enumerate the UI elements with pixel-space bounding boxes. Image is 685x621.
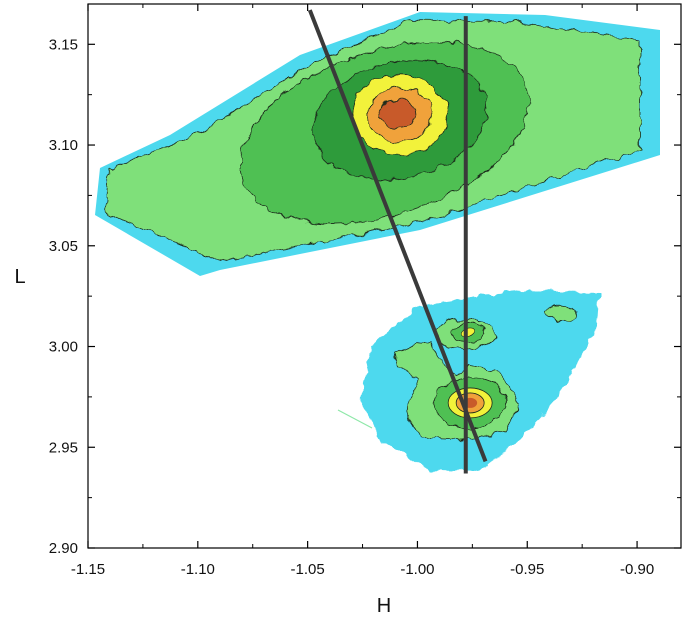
- lower-streak: [337, 409, 373, 429]
- x-tick-label: -1.10: [181, 561, 215, 578]
- x-tick-label: -0.90: [620, 561, 654, 578]
- lower-contour-group: [360, 290, 600, 472]
- y-tick-label: 2.95: [49, 439, 78, 456]
- x-tick-label: -1.00: [400, 561, 434, 578]
- scan-line-diagonal: [307, 9, 488, 463]
- scan-lines: [307, 9, 488, 474]
- axes: -1.15 -1.10 -1.05 -1.00 -0.95 -0.90 2.90 2.95 3.…: [49, 4, 681, 578]
- y-tick-label: 2.90: [49, 540, 78, 557]
- x-axis-title: H: [377, 595, 391, 617]
- plot-frame: [87, 3, 682, 549]
- y-axis-title: L: [14, 266, 25, 288]
- upper-contour-group: [104, 19, 641, 263]
- y-tick-label: 3.05: [49, 238, 78, 255]
- lower-side-blob: [544, 304, 578, 322]
- y-tick-label: 3.15: [49, 36, 78, 53]
- x-tick-label: -0.95: [510, 561, 544, 578]
- x-tick-label: -1.05: [291, 561, 325, 578]
- upper-band-red: [379, 98, 417, 130]
- y-tick-label: 3.00: [49, 339, 78, 356]
- y-tick-label: 3.10: [49, 137, 78, 154]
- heatmap-region: [95, 12, 660, 472]
- x-tick-label: -1.15: [71, 561, 105, 578]
